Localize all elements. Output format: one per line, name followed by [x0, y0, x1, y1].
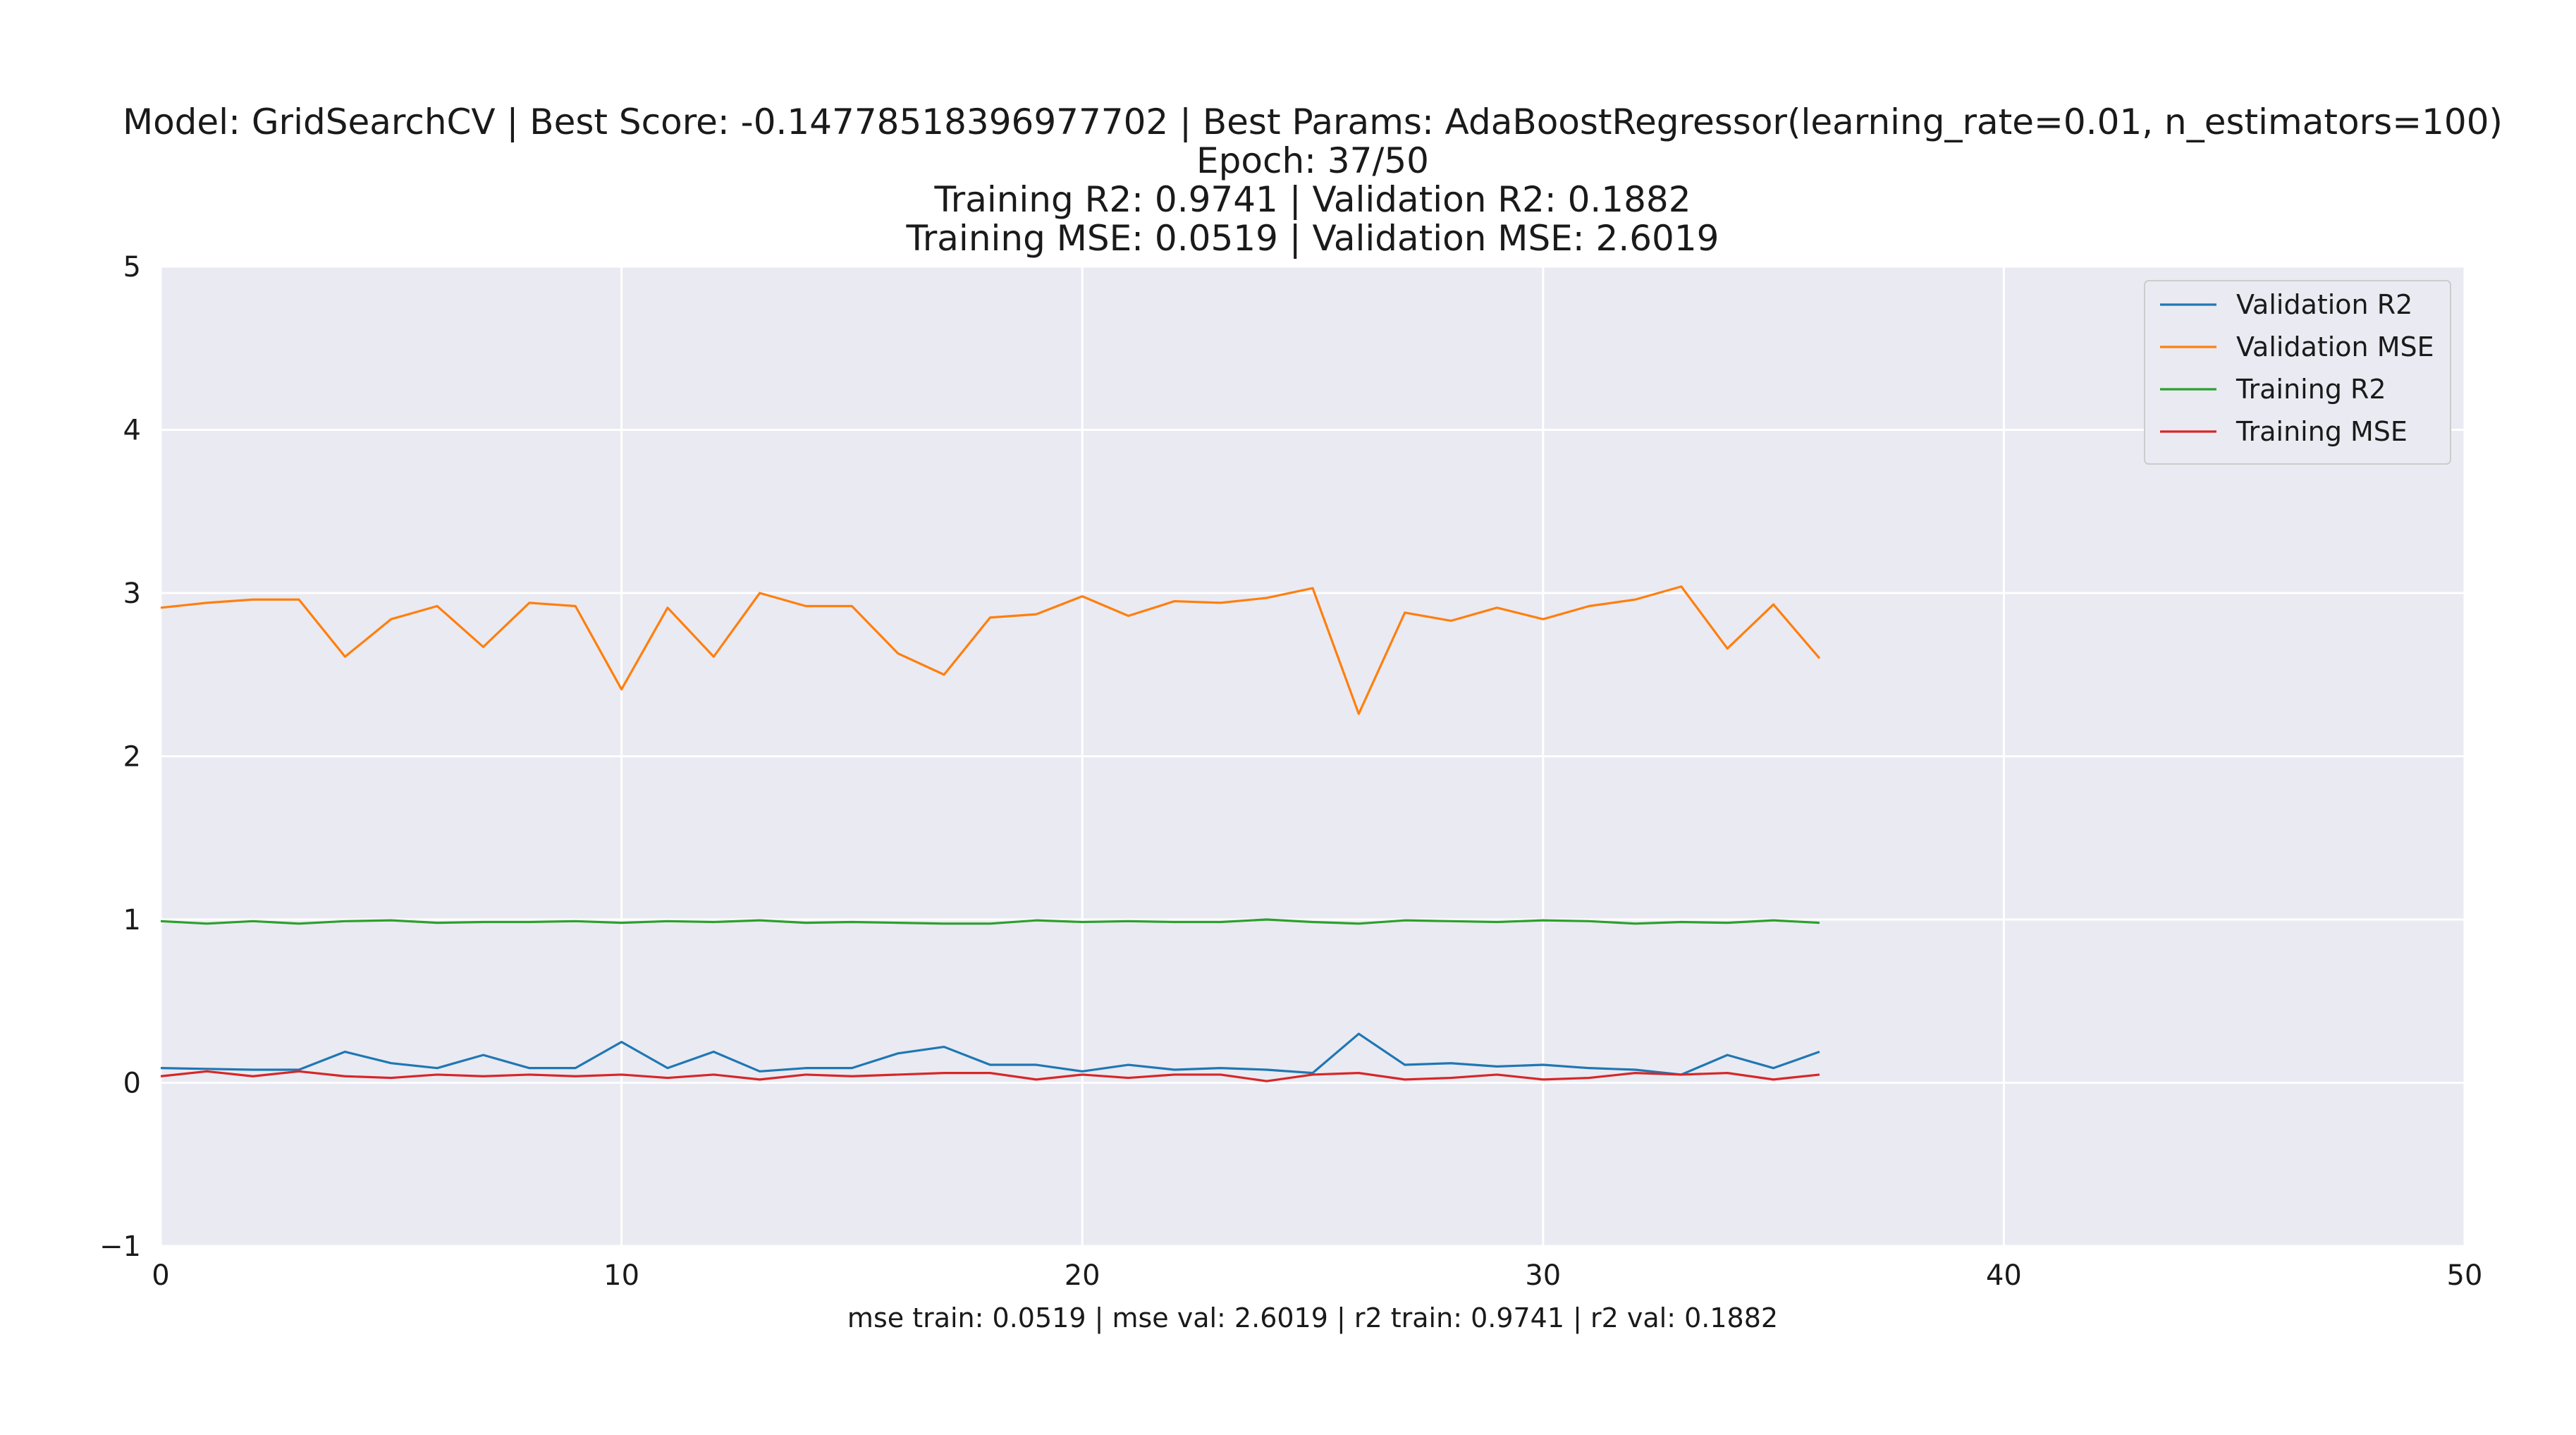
y-tick-label-6: 5 — [123, 251, 141, 283]
series-line-training-r2 — [160, 918, 1820, 925]
x-tick-label-2: 20 — [1065, 1259, 1100, 1292]
title-line-4: Training MSE: 0.0519 | Validation MSE: 2… — [906, 218, 1719, 259]
y-tick-label-5: 4 — [123, 415, 141, 447]
title-line-2: Epoch: 37/50 — [1196, 140, 1429, 181]
grid-lines — [159, 265, 2466, 1247]
y-axis-ticks: −1 0 1 2 3 4 5 — [99, 251, 141, 1263]
data-series — [160, 585, 1821, 1082]
x-tick-label-1: 10 — [603, 1259, 639, 1292]
y-tick-label-4: 3 — [123, 578, 141, 610]
legend-frame — [2144, 280, 2451, 465]
y-tick-label-3: 2 — [123, 741, 141, 774]
y-tick-label-0: −1 — [99, 1231, 141, 1263]
title-line-3: Training R2: 0.9741 | Validation R2: 0.1… — [933, 179, 1691, 220]
y-tick-label-1: 0 — [123, 1068, 141, 1100]
series-line-training-mse — [160, 1070, 1820, 1082]
x-axis-label: mse train: 0.0519 | mse val: 2.6019 | r2… — [847, 1302, 1778, 1334]
legend-entry-0: Validation R2 — [2236, 289, 2412, 320]
x-tick-label-0: 0 — [152, 1259, 169, 1292]
legend-entry-3: Training MSE — [2235, 416, 2408, 447]
series-line-validation-r2 — [160, 1032, 1820, 1076]
legend-entry-2: Training R2 — [2235, 374, 2386, 405]
y-tick-label-2: 1 — [123, 904, 141, 936]
x-tick-label-4: 40 — [1986, 1259, 2022, 1292]
x-tick-label-3: 30 — [1525, 1259, 1561, 1292]
chart-title: Model: GridSearchCV | Best Score: -0.147… — [123, 102, 2503, 259]
legend-entry-1: Validation MSE — [2236, 331, 2434, 362]
x-tick-label-5: 50 — [2447, 1259, 2483, 1292]
title-line-1: Model: GridSearchCV | Best Score: -0.147… — [123, 102, 2503, 142]
series-line-validation-mse — [160, 585, 1821, 715]
legend: Validation R2 Validation MSE Training R2 Tr… — [2144, 280, 2451, 465]
x-axis-ticks: 0 10 20 30 40 50 — [152, 1259, 2482, 1292]
